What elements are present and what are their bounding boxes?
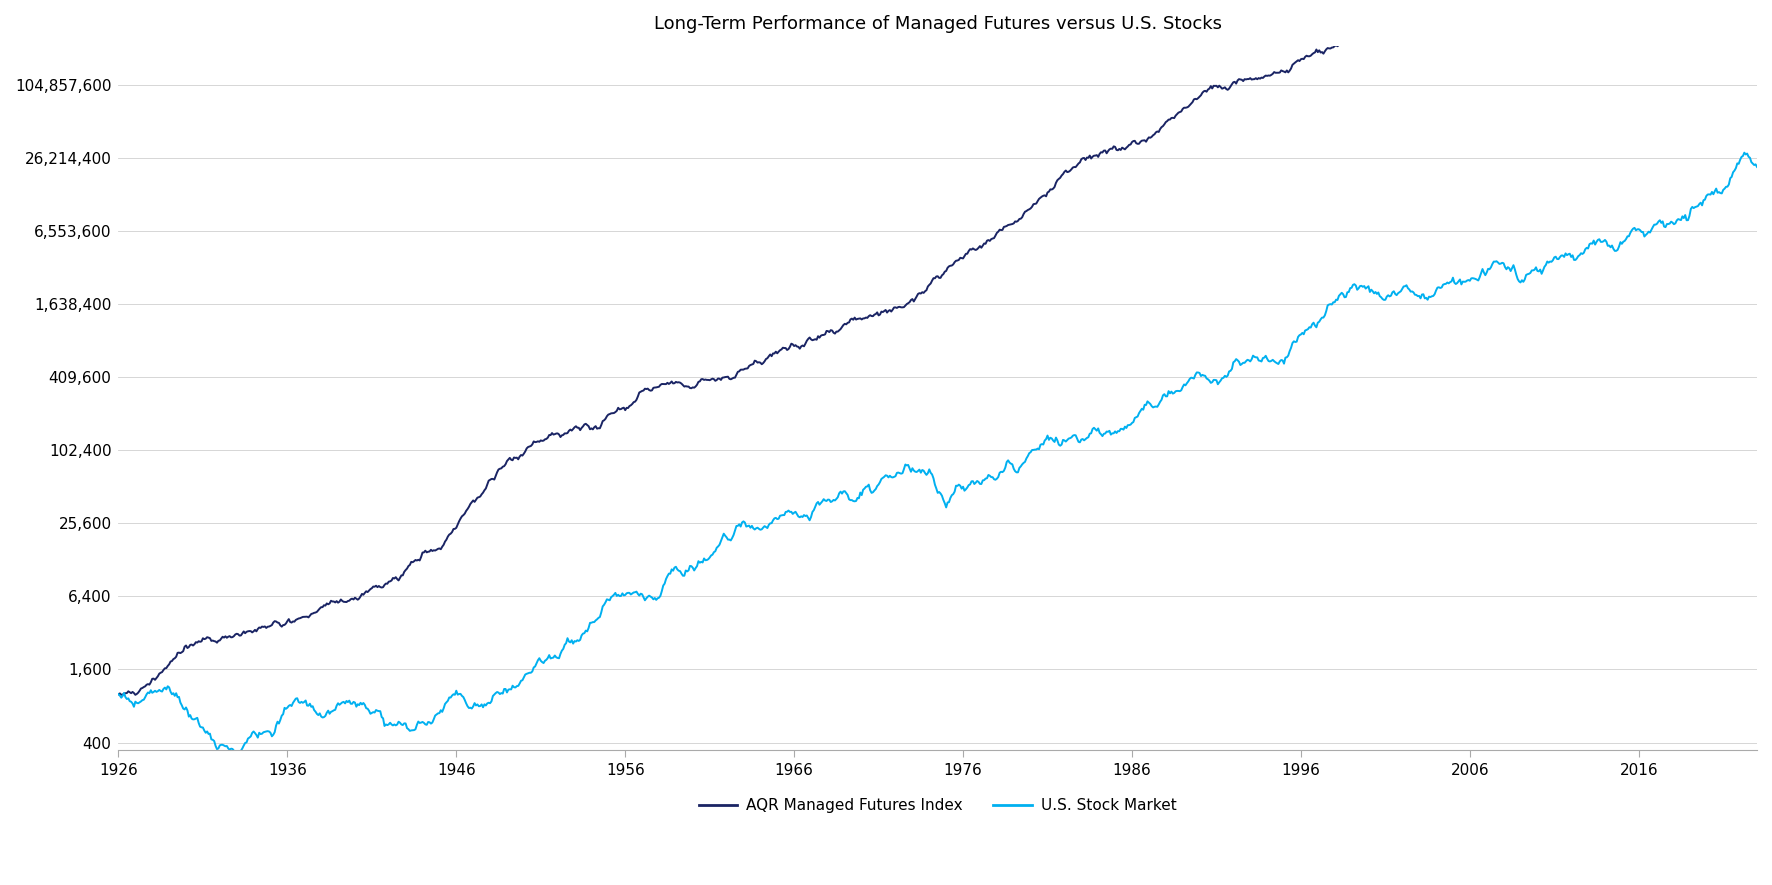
- U.S. Stock Market: [776, 506, 797, 517]
- U.S. Stock Market: [1699, 189, 1721, 200]
- U.S. Stock Market: [1747, 162, 1768, 173]
- AQR Managed Futures Index: [124, 689, 145, 700]
- U.S. Stock Market: [840, 495, 861, 505]
- AQR Managed Futures Index: [840, 314, 861, 325]
- AQR Managed Futures Index: [1095, 145, 1116, 156]
- AQR Managed Futures Index: [776, 344, 797, 355]
- U.S. Stock Market: [227, 751, 248, 762]
- Line: AQR Managed Futures Index: AQR Managed Futures Index: [119, 0, 1758, 695]
- Legend: AQR Managed Futures Index, U.S. Stock Market: AQR Managed Futures Index, U.S. Stock Ma…: [693, 792, 1182, 820]
- AQR Managed Futures Index: [519, 442, 540, 452]
- Line: U.S. Stock Market: U.S. Stock Market: [119, 153, 1758, 757]
- U.S. Stock Market: [1733, 148, 1754, 158]
- U.S. Stock Market: [108, 689, 129, 699]
- U.S. Stock Market: [542, 652, 563, 663]
- U.S. Stock Market: [1095, 428, 1116, 439]
- Title: Long-Term Performance of Managed Futures versus U.S. Stocks: Long-Term Performance of Managed Futures…: [654, 15, 1221, 33]
- U.S. Stock Market: [519, 667, 540, 678]
- AQR Managed Futures Index: [108, 689, 129, 699]
- AQR Managed Futures Index: [542, 429, 563, 440]
